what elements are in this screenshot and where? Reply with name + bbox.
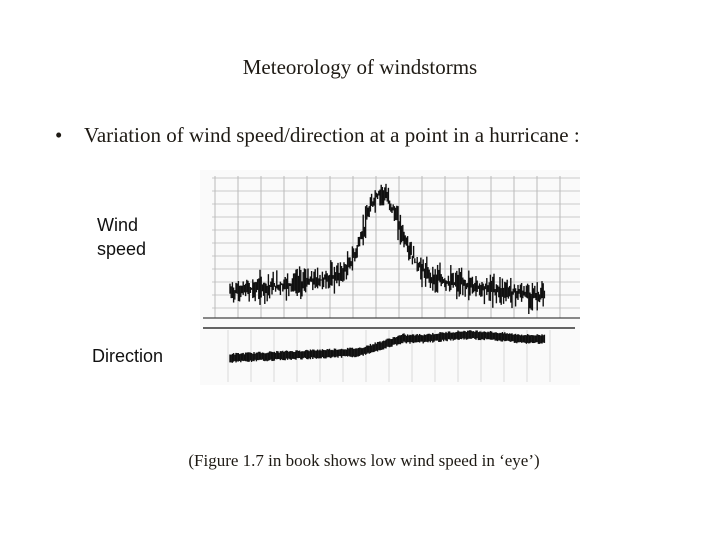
bullet-marker: • bbox=[55, 123, 63, 147]
bullet-text: Variation of wind speed/direction at a p… bbox=[84, 123, 580, 147]
caption: (Figure 1.7 in book shows low wind speed… bbox=[188, 451, 540, 470]
slide-title: Meteorology of windstorms bbox=[242, 55, 478, 79]
figure-label: Direction bbox=[92, 346, 164, 366]
figure-label: speed bbox=[97, 239, 147, 259]
figure-label: Wind bbox=[97, 215, 139, 235]
